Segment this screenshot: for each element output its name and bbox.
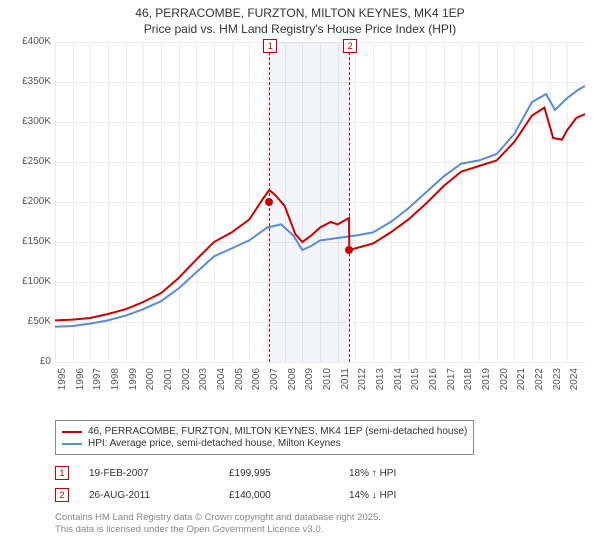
attribution-text: Contains HM Land Registry data © Crown c…: [55, 512, 381, 537]
x-axis-label: 1995: [57, 368, 68, 398]
sale-date: 19-FEB-2007: [89, 468, 229, 479]
x-axis-label: 2008: [287, 368, 298, 398]
title-line-1: 46, PERRACOMBE, FURZTON, MILTON KEYNES, …: [10, 6, 590, 22]
x-axis-label: 2017: [446, 368, 457, 398]
y-axis-label: £350K: [5, 76, 51, 87]
sale-price: £140,000: [229, 490, 349, 501]
x-axis-label: 2005: [234, 368, 245, 398]
x-axis-label: 2015: [410, 368, 421, 398]
x-axis-label: 2000: [145, 368, 156, 398]
sale-delta: 18% ↑ HPI: [349, 468, 469, 479]
x-axis-label: 1997: [92, 368, 103, 398]
legend-swatch: [62, 431, 82, 433]
x-axis-label: 2023: [552, 368, 563, 398]
x-axis-label: 2007: [269, 368, 280, 398]
x-axis-label: 2012: [357, 368, 368, 398]
sale-price: £199,995: [229, 468, 349, 479]
x-axis-label: 2010: [322, 368, 333, 398]
y-axis-label: £150K: [5, 236, 51, 247]
title-line-2: Price paid vs. HM Land Registry's House …: [10, 22, 590, 38]
y-axis-label: £200K: [5, 196, 51, 207]
sale-detail-row: 1 19-FEB-2007£199,99518% ↑ HPI: [55, 466, 469, 480]
sale-delta: 14% ↓ HPI: [349, 490, 469, 501]
legend-label: 46, PERRACOMBE, FURZTON, MILTON KEYNES, …: [88, 426, 467, 437]
x-axis-label: 2024: [569, 368, 580, 398]
sale-date: 26-AUG-2011: [89, 490, 229, 501]
y-axis-label: £100K: [5, 276, 51, 287]
x-axis-label: 2004: [216, 368, 227, 398]
x-axis-label: 2009: [304, 368, 315, 398]
sale-detail-row: 2 26-AUG-2011£140,00014% ↓ HPI: [55, 488, 469, 502]
x-axis-label: 2006: [251, 368, 262, 398]
legend-row: 46, PERRACOMBE, FURZTON, MILTON KEYNES, …: [62, 426, 467, 437]
y-axis-label: £250K: [5, 156, 51, 167]
chart-container: 46, PERRACOMBE, FURZTON, MILTON KEYNES, …: [0, 0, 600, 560]
series-line: [55, 108, 585, 321]
series-svg: [55, 42, 585, 362]
attribution-line: This data is licensed under the Open Gov…: [55, 524, 381, 536]
attribution-line: Contains HM Land Registry data © Crown c…: [55, 512, 381, 524]
x-axis-label: 2001: [163, 368, 174, 398]
x-axis-label: 2014: [393, 368, 404, 398]
x-axis-label: 2020: [499, 368, 510, 398]
x-axis-label: 1998: [110, 368, 121, 398]
y-axis-label: £400K: [5, 36, 51, 47]
y-axis-label: £300K: [5, 116, 51, 127]
x-axis-label: 2002: [181, 368, 192, 398]
sale-marker-badge: 1: [55, 466, 69, 480]
x-axis-label: 2011: [340, 368, 351, 398]
x-axis-label: 2016: [428, 368, 439, 398]
chart-title: 46, PERRACOMBE, FURZTON, MILTON KEYNES, …: [0, 0, 600, 39]
legend-box: 46, PERRACOMBE, FURZTON, MILTON KEYNES, …: [55, 420, 474, 455]
sale-marker-badge: 2: [55, 488, 69, 502]
x-axis-label: 2021: [516, 368, 527, 398]
plot-area: £0£50K£100K£150K£200K£250K£300K£350K£400…: [55, 42, 585, 362]
x-axis-label: 1999: [128, 368, 139, 398]
x-axis-label: 2013: [375, 368, 386, 398]
x-axis-label: 1996: [75, 368, 86, 398]
series-line: [55, 86, 585, 327]
y-axis-label: £0: [5, 356, 51, 367]
grid-line: [55, 362, 585, 363]
x-axis-label: 2018: [463, 368, 474, 398]
legend-label: HPI: Average price, semi-detached house,…: [88, 438, 341, 449]
x-axis-label: 2022: [534, 368, 545, 398]
legend-swatch: [62, 443, 82, 445]
legend-row: HPI: Average price, semi-detached house,…: [62, 438, 467, 449]
x-axis-label: 2003: [198, 368, 209, 398]
x-axis-label: 2019: [481, 368, 492, 398]
y-axis-label: £50K: [5, 316, 51, 327]
